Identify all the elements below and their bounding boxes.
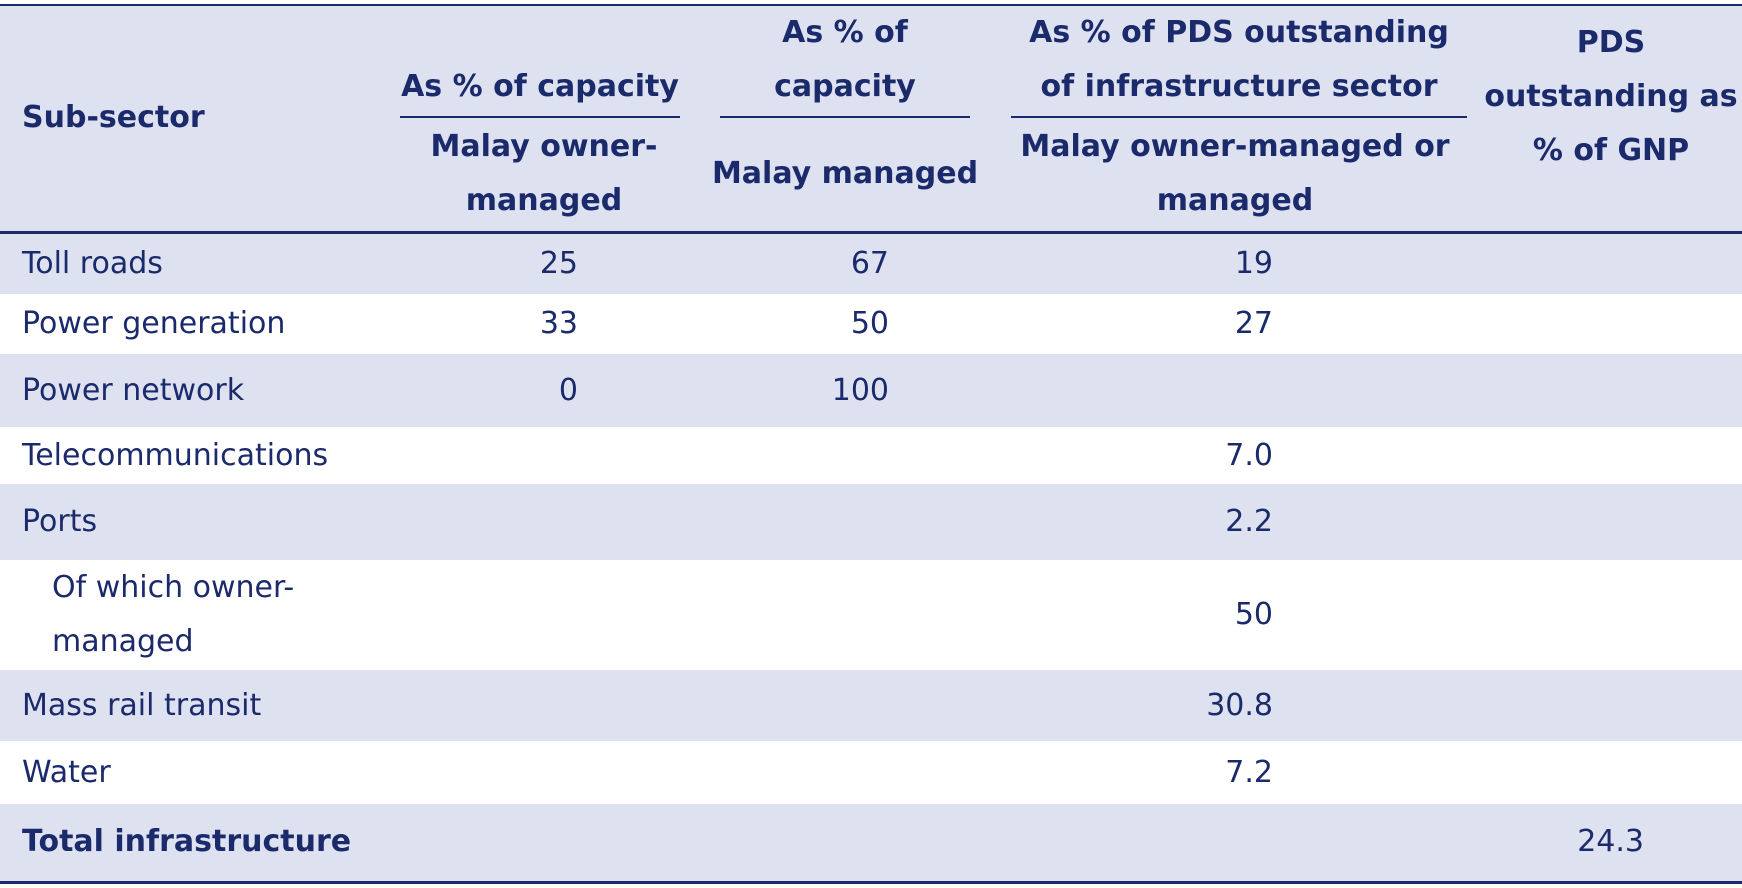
- cell: [388, 560, 700, 670]
- table-row: Mass rail transit 30.8: [0, 670, 1742, 741]
- cell: [700, 804, 990, 882]
- group-label: As % of capacity: [400, 60, 680, 118]
- cell: [700, 741, 990, 804]
- table-header: Sub-sector As % of capacity As % of capa…: [0, 5, 1742, 232]
- cell: 19: [1234, 245, 1273, 281]
- cell: 50: [1234, 597, 1273, 632]
- cell: [1480, 484, 1742, 560]
- cell: 2.2: [1225, 504, 1273, 539]
- row-label: Toll roads: [22, 245, 163, 281]
- cell: [700, 484, 990, 560]
- cell: [388, 427, 700, 484]
- cell: [1480, 354, 1742, 427]
- table-row: Power network 0 100: [0, 354, 1742, 427]
- cell: [388, 484, 700, 560]
- sub-header: Malay owner-managed or managed: [1020, 129, 1450, 219]
- cell: [700, 560, 990, 670]
- cell: [1480, 232, 1742, 294]
- row-label: Power generation: [22, 306, 286, 341]
- group-header: As % of PDS outstanding of infrastructur…: [990, 5, 1480, 118]
- sub-header: Malay owner-managed: [430, 129, 658, 219]
- cell: 33: [539, 306, 578, 341]
- table-row: Toll roads 25 67 19: [0, 232, 1742, 294]
- group-label: As % of capacity: [720, 6, 970, 118]
- table-row: Telecommunications 7.0: [0, 427, 1742, 484]
- column-header: PDS outstanding as % of GNP: [1484, 25, 1738, 168]
- cell: 0: [558, 372, 578, 408]
- row-label: Telecommunications: [22, 437, 329, 473]
- column-header: Sub-sector: [22, 100, 205, 136]
- row-label: Mass rail transit: [22, 687, 262, 723]
- cell: 50: [850, 306, 889, 341]
- cell: 67: [850, 245, 889, 281]
- cell: [990, 354, 1480, 427]
- cell: 7.2: [1225, 754, 1273, 790]
- row-label: Water: [22, 754, 111, 790]
- group-label: As % of PDS outstanding of infrastructur…: [1011, 6, 1467, 118]
- cell: [700, 670, 990, 741]
- cell: [700, 427, 990, 484]
- table-row: Water 7.2: [0, 741, 1742, 804]
- cell: 30.8: [1206, 687, 1273, 723]
- cell: [1480, 741, 1742, 804]
- group-header: As % of capacity: [388, 5, 700, 118]
- sub-header: Malay managed: [711, 156, 979, 192]
- cell: 27: [1234, 306, 1273, 341]
- cell: [1480, 670, 1742, 741]
- group-header: As % of capacity: [700, 5, 990, 118]
- table-row: Ports 2.2: [0, 484, 1742, 560]
- cell: [388, 741, 700, 804]
- header-row: Sub-sector As % of capacity As % of capa…: [0, 5, 1742, 168]
- cell: 7.0: [1225, 437, 1273, 473]
- table-row: Power generation 33 50 27: [0, 294, 1742, 354]
- data-table: Sub-sector As % of capacity As % of capa…: [0, 4, 1742, 884]
- cell: [1480, 427, 1742, 484]
- table-row: Total infrastructure 24.3: [0, 804, 1742, 882]
- row-label: Total infrastructure: [22, 824, 352, 860]
- row-label: Power network: [22, 372, 245, 408]
- cell: [388, 670, 700, 741]
- cell: [990, 804, 1480, 882]
- cell: 24.3: [1577, 824, 1644, 860]
- row-label: Of which owner-managed: [52, 570, 295, 659]
- table-row: Of which owner-managed 50: [0, 560, 1742, 670]
- row-label: Ports: [22, 504, 98, 539]
- header-row: Malay owner-managed Malay managed Malay …: [0, 118, 1742, 232]
- cell: [1480, 294, 1742, 354]
- cell: [388, 804, 700, 882]
- table-body: Toll roads 25 67 19 Power generation 33 50 27 Po…: [0, 232, 1742, 882]
- cell: 25: [539, 245, 578, 281]
- cell: 100: [831, 372, 889, 408]
- cell: [1480, 560, 1742, 670]
